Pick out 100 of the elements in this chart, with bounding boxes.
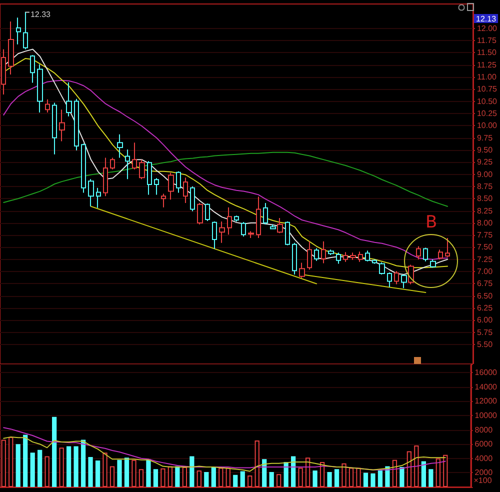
y-tick-label: 6.75 xyxy=(476,279,494,288)
y-tick-label: 4000 xyxy=(474,454,494,463)
candlestick xyxy=(241,221,246,238)
bar xyxy=(254,440,260,487)
y-tick-label: 11.25 xyxy=(476,60,497,70)
candlestick xyxy=(197,202,203,225)
candlestick xyxy=(132,142,137,170)
y-tick-label: 6.25 xyxy=(476,304,494,313)
bar xyxy=(269,472,274,487)
y-tick-label: 6000 xyxy=(474,440,494,449)
bar xyxy=(312,470,318,487)
bar xyxy=(334,469,340,487)
bar xyxy=(80,440,86,487)
bar xyxy=(320,462,325,487)
candlestick xyxy=(321,240,326,264)
bar xyxy=(414,446,419,487)
candlestick xyxy=(205,202,210,222)
y-tick-label: 9.25 xyxy=(476,158,494,167)
bar xyxy=(52,416,57,487)
candlestick xyxy=(183,177,188,204)
y-tick-label: 9.50 xyxy=(476,145,494,154)
annotation: 12.33 xyxy=(30,10,52,19)
candlestick xyxy=(227,206,232,236)
candlestick xyxy=(336,252,341,264)
y-tick-label: 10.00 xyxy=(476,121,498,130)
candlestick xyxy=(96,187,101,208)
y-axis-title: ×100 xyxy=(474,476,492,486)
y-tick-label: 8.75 xyxy=(476,182,494,191)
candlestick xyxy=(314,248,319,262)
y-tick-label: 6.50 xyxy=(476,291,494,300)
y-tick-label: 12000 xyxy=(474,396,498,406)
candlestick xyxy=(328,249,334,256)
candlestick xyxy=(66,82,72,117)
y-tick-label: 2000 xyxy=(474,468,494,478)
y-tick-label: 10000 xyxy=(474,410,498,420)
bar xyxy=(153,469,158,487)
candlestick xyxy=(125,148,130,180)
bar xyxy=(291,456,296,487)
bar xyxy=(356,468,361,487)
bar xyxy=(218,468,224,487)
candlestick xyxy=(52,102,57,155)
line-series xyxy=(3,152,448,207)
candlestick xyxy=(379,262,385,275)
bar xyxy=(240,471,245,487)
candlestick xyxy=(8,21,14,76)
y-tick-label: 7.50 xyxy=(476,242,494,252)
bar xyxy=(392,460,398,487)
y-tick-label: 10.25 xyxy=(476,108,498,118)
bar xyxy=(16,444,20,487)
bar xyxy=(421,461,426,487)
y-tick-label: 11.75 xyxy=(476,36,497,45)
y-tick-label: 9.00 xyxy=(476,170,494,179)
candlestick xyxy=(394,270,399,285)
y-tick-label: 8.00 xyxy=(476,218,494,228)
bar xyxy=(23,434,28,487)
bar xyxy=(175,466,180,487)
y-tick-label: 10.75 xyxy=(476,84,498,94)
candlestick xyxy=(263,202,268,225)
y-tick-label: 5.75 xyxy=(476,328,494,337)
y-tick-label: 6.00 xyxy=(476,316,494,325)
candlestick xyxy=(30,54,35,84)
bar xyxy=(74,446,78,487)
candlestick xyxy=(103,157,108,197)
bar xyxy=(117,460,122,487)
bar xyxy=(378,470,383,487)
candlestick xyxy=(423,247,428,262)
bar xyxy=(66,446,72,487)
y-tick-label: 14000 xyxy=(474,382,498,392)
candlestick xyxy=(365,250,370,262)
bar xyxy=(248,476,252,487)
candlestick xyxy=(292,242,297,275)
bar xyxy=(110,466,115,487)
bar xyxy=(443,454,448,487)
candlestick xyxy=(358,251,363,262)
bar xyxy=(327,472,332,487)
candlestick xyxy=(23,12,28,50)
y-tick-label: 7.00 xyxy=(476,267,494,276)
candlestick xyxy=(110,157,115,170)
bar xyxy=(38,450,42,487)
bar xyxy=(102,452,108,487)
candlestick xyxy=(59,109,65,142)
bar xyxy=(262,459,267,487)
candlestick xyxy=(154,178,159,196)
bar xyxy=(44,456,50,487)
candlestick xyxy=(1,48,6,95)
bar xyxy=(298,468,303,487)
bar xyxy=(400,466,404,487)
candlestick xyxy=(190,186,195,212)
candlestick xyxy=(219,220,225,244)
bar xyxy=(305,458,310,487)
bar xyxy=(363,472,368,487)
bar xyxy=(95,460,100,487)
y-tick-label: 8000 xyxy=(474,425,494,434)
candlestick xyxy=(161,193,166,208)
candlestick xyxy=(343,252,348,262)
bar xyxy=(1,440,6,487)
candlestick xyxy=(285,220,290,246)
bar xyxy=(284,462,288,487)
line-series xyxy=(3,436,446,472)
candlestick xyxy=(117,134,123,158)
